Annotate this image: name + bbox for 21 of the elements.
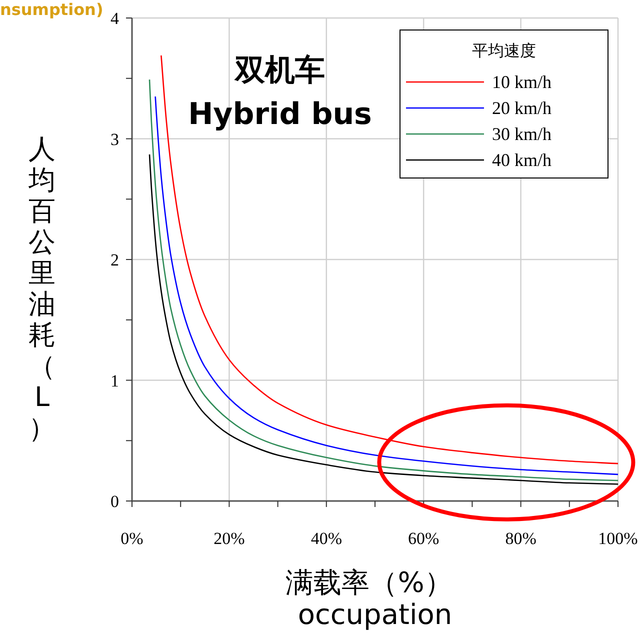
x-tick-label: 100% xyxy=(598,529,638,548)
text: 双机车 xyxy=(234,53,325,88)
legend-label: 20 km/h xyxy=(492,98,552,118)
x-tick-label: 20% xyxy=(214,529,245,548)
legend-label: 10 km/h xyxy=(492,72,552,92)
y-tick-label: 3 xyxy=(110,130,119,149)
y-tick-label: 0 xyxy=(110,492,119,511)
text: nsumption) xyxy=(0,0,104,19)
text: 人均百公里油耗（L） xyxy=(28,134,56,444)
legend-title: 平均速度 xyxy=(472,42,536,60)
x-axis-title: 满载率（%） occupation xyxy=(286,566,452,631)
x-tick-label: 80% xyxy=(505,529,536,548)
text: Hybrid bus xyxy=(188,97,372,132)
x-tick-label: 0% xyxy=(120,529,144,548)
x-tick-label: 40% xyxy=(310,529,342,548)
y-tick-label: 4 xyxy=(110,9,120,28)
legend-label: 40 km/h xyxy=(492,150,552,170)
x-tick-label: 60% xyxy=(408,529,440,548)
y-tick-label: 2 xyxy=(110,250,119,270)
y-tick-label: 1 xyxy=(110,371,119,390)
legend-label: 30 km/h xyxy=(492,124,552,144)
